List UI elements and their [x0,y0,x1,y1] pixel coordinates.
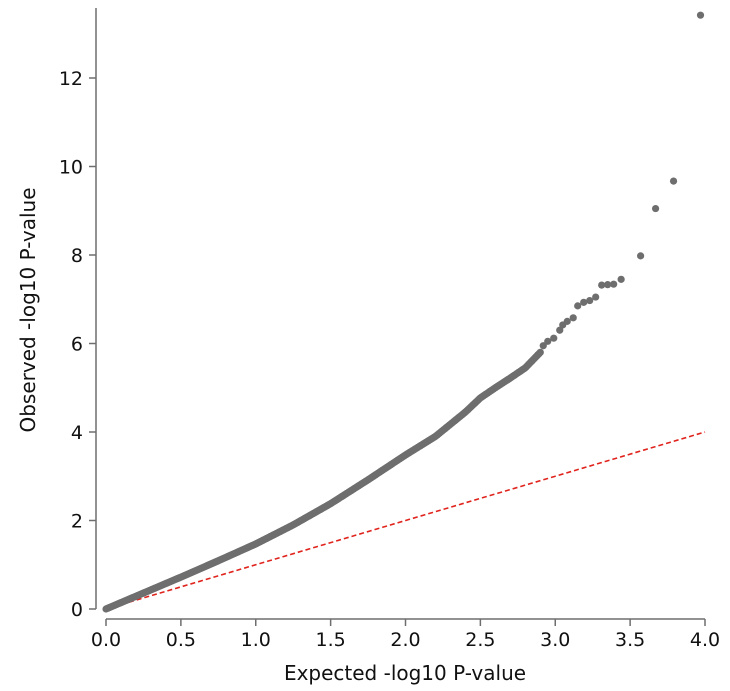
reference-line [105,431,706,610]
data-point [696,11,705,19]
data-point [604,281,612,289]
y-tick-label: 0 [71,599,83,621]
data-point [550,334,558,342]
data-point [556,326,564,334]
data-point [617,275,625,283]
y-axis-title: Observed -log10 P-value [16,187,40,432]
x-tick-label: 3.0 [540,629,570,651]
data-point [539,342,547,350]
data-point [651,204,660,213]
y-tick-label: 6 [71,334,83,356]
data-point [592,293,600,301]
x-tick-label: 2.0 [390,629,420,651]
x-ticks: 0.0 0.5 1.0 1.5 2.0 2.5 3.0 3.5 4.0 [91,619,720,651]
data-point [586,296,594,305]
x-tick-label: 0.5 [166,629,196,651]
data-point [598,281,606,289]
data-point [610,280,618,288]
data-point [563,317,571,325]
y-tick-label: 8 [71,245,83,267]
x-axis-title: Expected -log10 P-value [284,661,526,685]
x-tick-label: 0.0 [91,629,121,651]
y-ticks: 0 2 4 6 8 10 12 [59,68,96,621]
y-tick-label: 10 [59,157,83,179]
data-points [102,11,705,613]
x-tick-label: 4.0 [690,629,720,651]
data-point [580,298,588,306]
data-point [544,337,552,345]
x-tick-label: 3.5 [615,629,645,651]
data-point [669,177,678,185]
data-point [569,314,577,322]
x-tick-label: 1.0 [241,629,271,651]
data-point [574,302,582,310]
data-point [637,252,645,260]
data-point [536,348,544,356]
y-tick-label: 2 [71,511,83,533]
y-tick-label: 4 [71,422,83,444]
x-tick-label: 2.5 [465,629,495,651]
y-tick-label: 12 [59,68,83,90]
axes [95,8,705,620]
x-tick-label: 1.5 [316,629,346,651]
